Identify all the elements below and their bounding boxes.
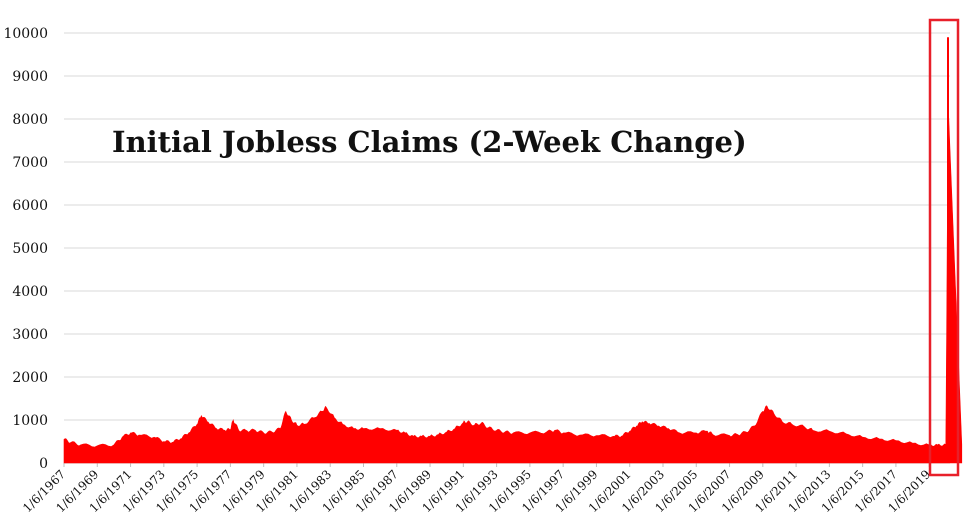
y-tick-label: 1000 [12, 413, 48, 429]
gridlines [64, 32, 950, 464]
y-tick-label: 3000 [12, 327, 48, 343]
y-tick-label: 4000 [12, 284, 48, 300]
chart-title: Initial Jobless Claims (2-Week Change) [112, 125, 747, 159]
y-tick-label: 8000 [12, 112, 48, 128]
y-axis: 0 1000 2000 3000 4000 5000 6000 7000 8000 9000 100… [3, 26, 48, 472]
y-tick-label: 0 [39, 456, 48, 472]
highlight-box [928, 18, 960, 477]
claims-area-series [63, 104, 963, 464]
y-tick-label: 10000 [3, 26, 48, 42]
y-tick-label: 6000 [12, 198, 48, 214]
y-tick-label: 5000 [12, 241, 48, 257]
y-tick-label: 7000 [12, 155, 48, 171]
x-axis: 1/6/19671/6/19691/6/19711/6/19731/6/1975… [20, 463, 933, 515]
y-tick-label: 9000 [12, 69, 48, 85]
y-tick-label: 2000 [12, 370, 48, 386]
